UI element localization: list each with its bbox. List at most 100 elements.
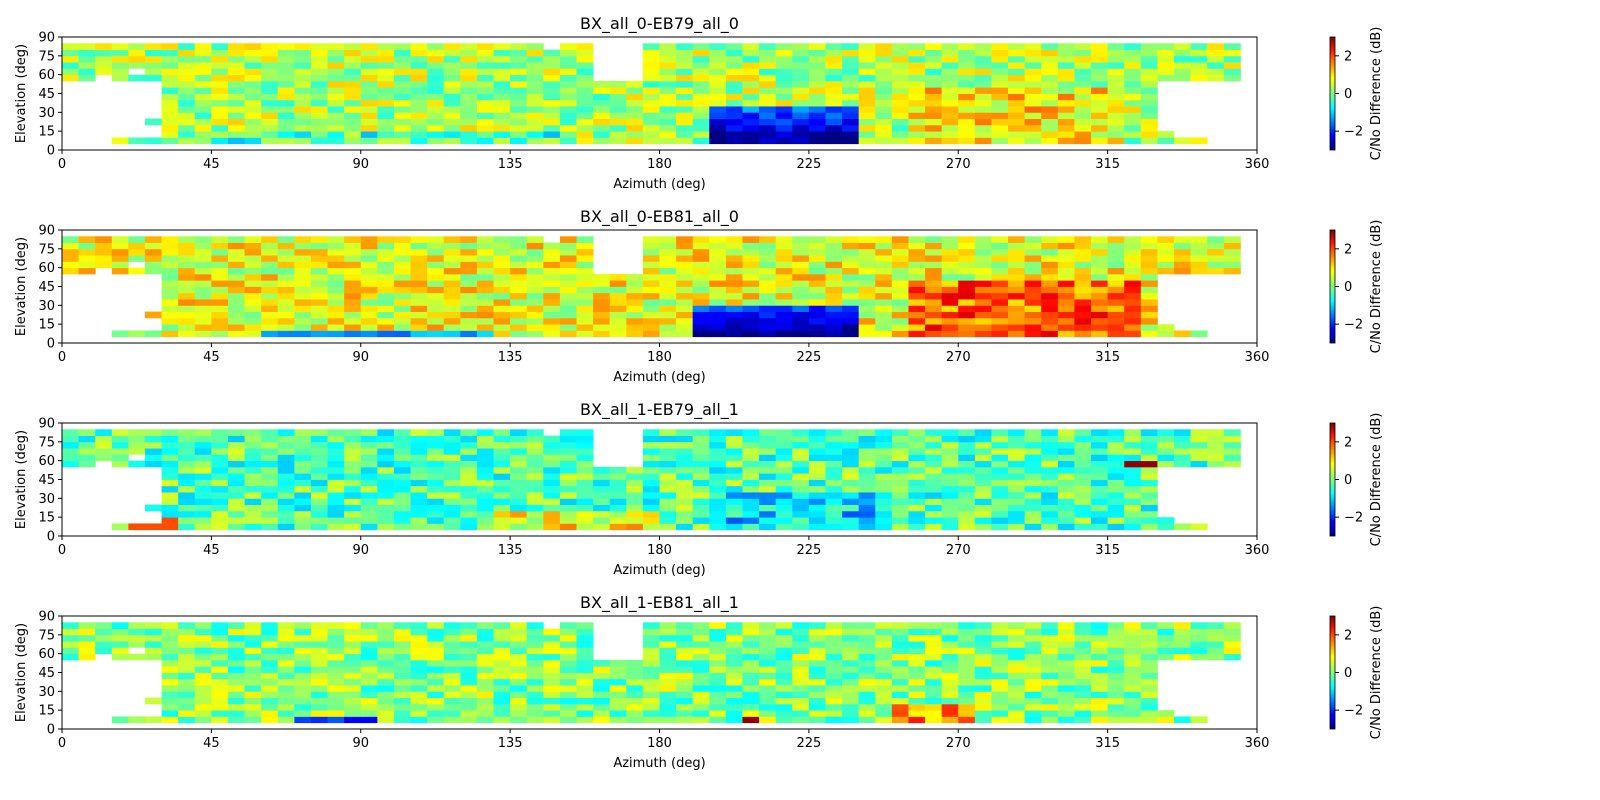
heatmap-cell: [576, 685, 594, 692]
heatmap-cell: [692, 659, 710, 667]
heatmap-cell: [526, 137, 544, 145]
heatmap-cell: [725, 68, 743, 76]
heatmap-cell: [476, 80, 494, 88]
heatmap-cell: [244, 267, 262, 275]
heatmap-cell: [410, 634, 428, 642]
heatmap-cell: [493, 485, 511, 493]
heatmap-cell: [1190, 622, 1208, 629]
heatmap-cell: [1140, 68, 1158, 76]
heatmap-cell: [526, 510, 544, 518]
heatmap-cell: [377, 261, 395, 269]
heatmap-cell: [1041, 106, 1059, 113]
heatmap-cell: [62, 55, 79, 63]
heatmap-cell: [277, 242, 295, 250]
heatmap-cell: [410, 628, 428, 636]
heatmap-cell: [244, 523, 262, 531]
heatmap-cell: [144, 74, 162, 82]
heatmap-cell: [709, 659, 727, 667]
heatmap-cell: [493, 666, 511, 673]
heatmap-cell: [974, 273, 992, 281]
heatmap-cell: [659, 324, 677, 331]
heatmap-cell: [1140, 703, 1158, 711]
heatmap-cell: [991, 716, 1009, 724]
heatmap-cell: [1091, 305, 1109, 313]
heatmap-cell: [1091, 93, 1109, 101]
heatmap-cell: [460, 691, 478, 699]
heatmap-cell: [294, 74, 312, 82]
heatmap-cell: [1107, 106, 1125, 113]
heatmap-cell: [294, 112, 312, 120]
heatmap-cell: [427, 473, 445, 480]
heatmap-cell: [1124, 659, 1142, 667]
heatmap-cell: [1107, 80, 1125, 88]
heatmap-cell: [393, 659, 411, 667]
heatmap-cell: [958, 473, 976, 480]
heatmap-cell: [526, 118, 544, 126]
heatmap-cell: [593, 498, 611, 506]
heatmap-cell: [510, 678, 528, 686]
heatmap-cell: [626, 485, 644, 493]
heatmap-cell: [427, 685, 445, 692]
heatmap-cell: [659, 80, 677, 88]
heatmap-cell: [925, 330, 943, 338]
heatmap-cell: [808, 641, 826, 648]
heatmap-cell: [725, 485, 743, 493]
heatmap-cell: [1107, 99, 1125, 107]
heatmap-cell: [958, 131, 976, 138]
heatmap-cell: [427, 466, 445, 474]
heatmap-cell: [891, 68, 909, 76]
heatmap-cell: [78, 441, 96, 449]
x-tick-label: 225: [796, 157, 821, 172]
heatmap-cell: [277, 137, 295, 145]
heatmap-cell: [1223, 248, 1241, 256]
heatmap-cell: [510, 448, 528, 455]
heatmap-cell: [759, 716, 777, 724]
heatmap-cell: [161, 311, 179, 319]
heatmap-cell: [1024, 267, 1042, 275]
heatmap-cell: [211, 703, 229, 711]
heatmap-cell: [227, 659, 245, 667]
heatmap-cell: [991, 523, 1009, 531]
heatmap-cell: [327, 460, 345, 468]
heatmap-cell: [460, 62, 478, 69]
heatmap-cell: [974, 429, 992, 436]
heatmap-cell: [1041, 517, 1059, 524]
heatmap-cell: [1024, 641, 1042, 648]
heatmap-cell: [1057, 703, 1075, 711]
heatmap-cell: [642, 479, 660, 487]
heatmap-cell: [194, 448, 212, 455]
heatmap-cell: [609, 697, 627, 705]
heatmap-cell: [211, 68, 229, 76]
heatmap-cell: [576, 492, 594, 499]
heatmap-cell: [194, 473, 212, 480]
heatmap-cell: [227, 678, 245, 686]
heatmap-cell: [178, 261, 196, 269]
heatmap-cell: [510, 634, 528, 642]
heatmap-cell: [642, 685, 660, 692]
heatmap-cell: [1091, 43, 1109, 50]
heatmap-cell: [526, 112, 544, 120]
heatmap-cell: [858, 492, 876, 499]
heatmap-cell: [327, 292, 345, 300]
heatmap-cell: [792, 628, 810, 636]
heatmap-cell: [908, 485, 926, 493]
heatmap-cell: [261, 678, 279, 686]
heatmap-cell: [1091, 236, 1109, 243]
heatmap-cell: [493, 280, 511, 287]
heatmap-cell: [559, 267, 577, 275]
heatmap-cell: [1124, 628, 1142, 636]
heatmap-cell: [310, 479, 328, 487]
heatmap-cell: [211, 267, 229, 275]
heatmap-cell: [891, 131, 909, 138]
panel-4: 0 45 90 135 180 225 270 315 3600153045607590BX_a…: [14, 593, 1384, 771]
heatmap-cell: [1074, 80, 1092, 88]
heatmap-cell: [360, 710, 378, 717]
heatmap-cell: [692, 504, 710, 512]
heatmap-cell: [543, 255, 561, 262]
heatmap-cell: [642, 55, 660, 63]
heatmap-cell: [842, 317, 860, 325]
colorbar-label: C/No Difference (dB): [1369, 27, 1384, 161]
heatmap-cell: [227, 628, 245, 636]
heatmap-cell: [410, 80, 428, 88]
y-tick-label: 75: [38, 242, 55, 257]
